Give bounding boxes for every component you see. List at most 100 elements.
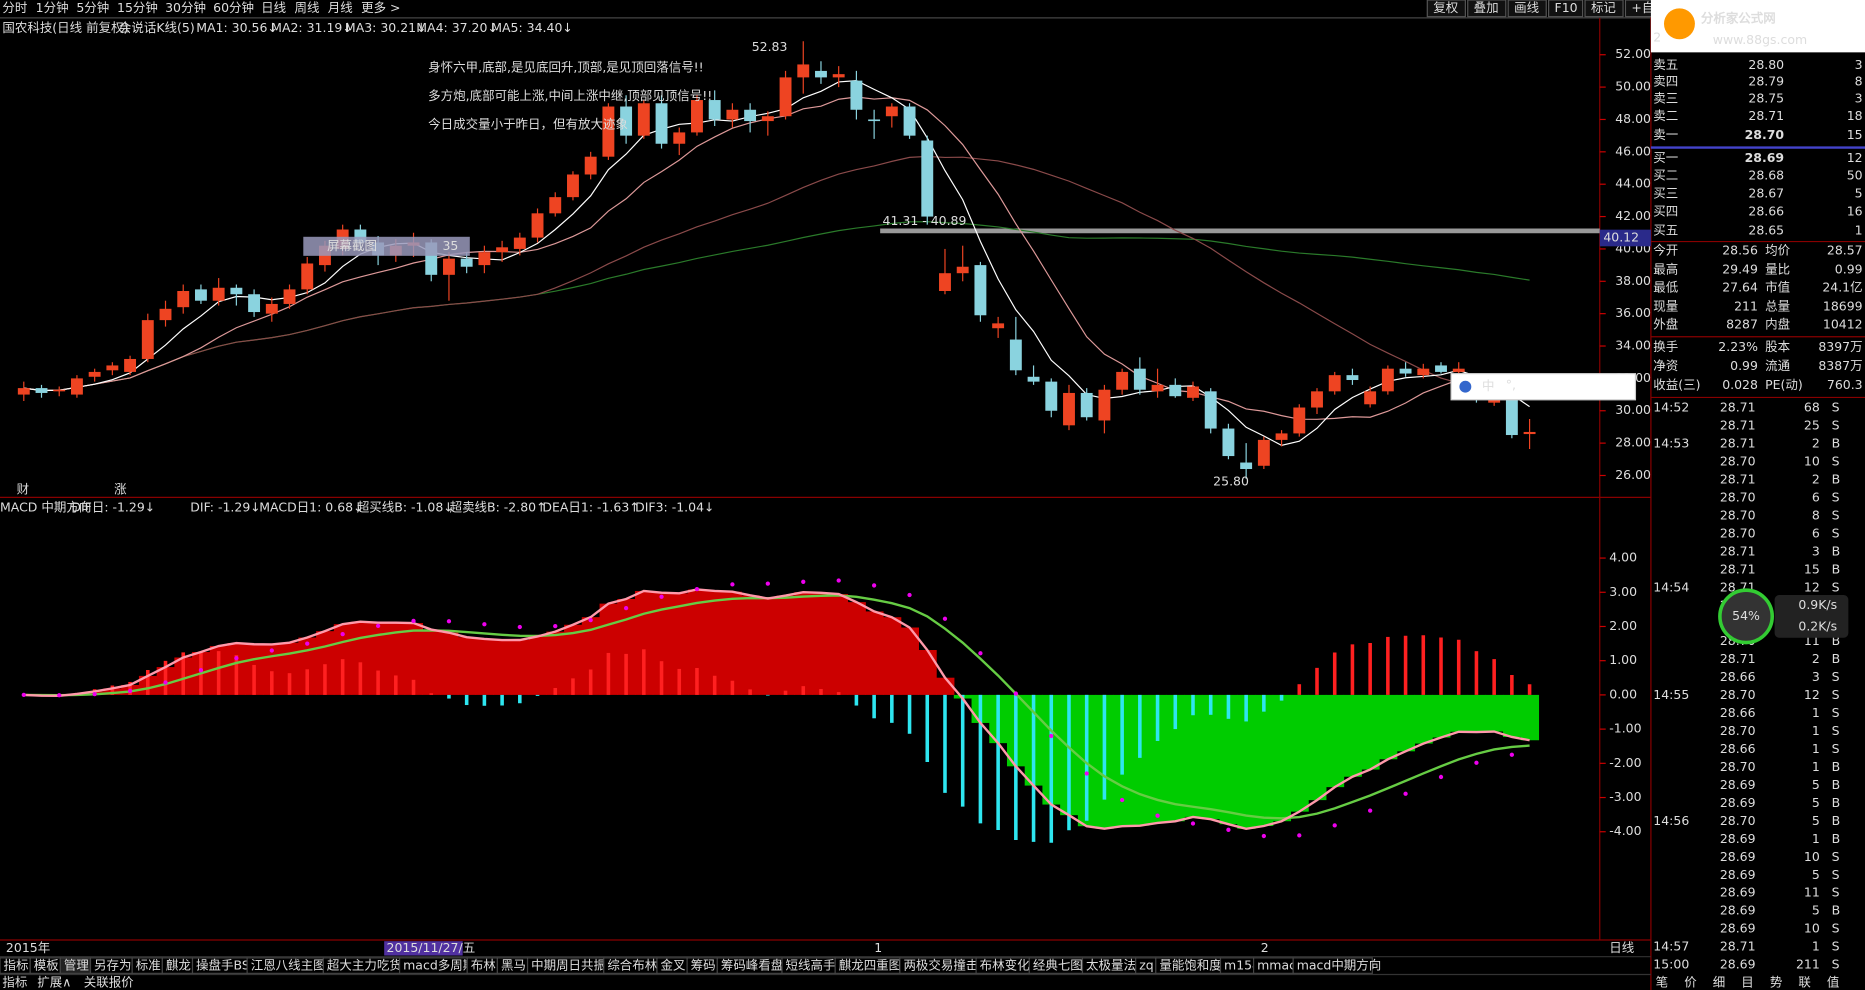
toolbar-button-label: 画线 [1514, 0, 1539, 15]
order-label: 买三 [1653, 185, 1678, 200]
macd-area [528, 636, 547, 695]
macd-area [564, 624, 583, 695]
ma-line [23, 80, 1530, 447]
order-price: 28.65 [1748, 222, 1784, 237]
toolbar-button[interactable] [1548, 0, 1584, 18]
candle-body [885, 106, 898, 117]
candle-body [425, 242, 438, 275]
price-tick-label: 38.00 [1615, 273, 1651, 288]
stat-value: 2.23% [1718, 339, 1758, 354]
order-price: 28.69 [1745, 150, 1784, 165]
net-speeds-bg [1774, 594, 1849, 638]
candle-body [1063, 392, 1075, 426]
order-label: 卖一 [1653, 127, 1678, 142]
toolbar-button[interactable] [1467, 0, 1507, 18]
macd-dot [57, 693, 62, 698]
candle-body [620, 106, 633, 136]
ime-toolbar[interactable] [1450, 373, 1637, 401]
annotation: 多方炮,底部可能上涨,中间上涨中继,顶部见顶信号!! [428, 88, 712, 103]
indicator-tab-label: 布林 [471, 958, 496, 973]
macd-dot [1474, 760, 1479, 765]
tick-price: 28.69 [1720, 849, 1756, 864]
annotation: 今日成交量小于昨日，但有放大迹象 [428, 116, 628, 131]
stock-name: 国农科技(日线 前复权) [2, 20, 128, 35]
stat-label: 最高 [1653, 262, 1678, 277]
macd-area [1449, 694, 1469, 732]
bottom-bar-item: 扩展∧ [37, 974, 71, 989]
candle-body [779, 77, 792, 117]
candle-body [584, 156, 597, 175]
candle-body [70, 378, 83, 395]
tick-side: S [1832, 921, 1840, 936]
stat-label: 收益(三) [1653, 377, 1700, 392]
macd-dot [269, 648, 274, 653]
tick-side: B [1832, 561, 1841, 576]
tick-side: S [1832, 849, 1840, 864]
tick-price: 28.66 [1720, 669, 1756, 684]
tick-volume: 12 [1804, 687, 1820, 702]
candle-body [478, 252, 491, 266]
stat-label: 外盘 [1653, 316, 1678, 331]
candle-body [1364, 391, 1377, 405]
indicator-tab[interactable] [1292, 957, 1373, 974]
macd-area [1184, 694, 1203, 817]
period-tab: 分时 [2, 0, 27, 15]
period-tab: 周线 [294, 0, 319, 15]
macd-tick-label: 0.00 [1609, 686, 1637, 701]
tick-price: 28.70 [1720, 759, 1756, 774]
toolbar-button-label: 复权 [1433, 0, 1458, 15]
tick-price: 28.69 [1720, 795, 1756, 810]
candle-body [868, 119, 881, 122]
macd-dot [1261, 833, 1266, 839]
candle-body [1452, 368, 1465, 372]
tick-side: S [1832, 957, 1840, 972]
stat-label: 最低 [1653, 279, 1678, 294]
date-cursor-box [384, 941, 463, 956]
macd-area [1485, 694, 1504, 732]
macd-area [1361, 694, 1380, 770]
date-label: 日线 [1609, 940, 1634, 955]
candle-body [1435, 365, 1447, 372]
macd-dot [765, 581, 770, 586]
panel-tab: 联 [1798, 974, 1811, 989]
macd-area [422, 629, 441, 695]
macd-dot [978, 651, 983, 656]
order-price: 28.68 [1748, 168, 1784, 183]
ma-label: MA2: 31.19↓ [271, 20, 353, 35]
tick-volume: 15 [1804, 561, 1820, 576]
indicator-tab-label: 综合布林 [607, 958, 657, 973]
stat-label: 换手 [1653, 339, 1678, 354]
indicator-name: 会说话K线(5) [119, 20, 195, 35]
candle-body [230, 287, 243, 295]
flag: 涨 [114, 482, 127, 497]
macd-area [812, 592, 831, 695]
candle-body [513, 237, 526, 249]
order-volume: 3 [1855, 90, 1863, 105]
stat-value: 24.1亿 [1822, 279, 1862, 294]
stat-label: 现量 [1653, 298, 1678, 313]
tick-volume: 11 [1804, 885, 1820, 900]
toolbar-button[interactable] [1426, 0, 1466, 18]
order-volume: 5 [1855, 185, 1863, 200]
order-price: 28.71 [1748, 108, 1784, 123]
toolbar-button[interactable] [1584, 0, 1624, 18]
candle-body [283, 289, 296, 304]
macd-area [369, 622, 388, 695]
candle-body [1045, 381, 1058, 411]
candle-body [1381, 368, 1394, 392]
candle-body [1133, 368, 1146, 390]
low-label: 25.80 [1213, 473, 1249, 488]
screenshot-box [303, 236, 470, 256]
period-tab: 月线 [328, 0, 353, 15]
macd-area [882, 617, 902, 695]
macd-area [1166, 694, 1185, 822]
stat-label: 均价 [1765, 243, 1790, 258]
tick-volume: 10 [1804, 921, 1820, 936]
candle-body [1346, 375, 1359, 381]
order-price: 28.75 [1748, 90, 1784, 105]
macd-header: DIF: -1.29↓ [190, 500, 260, 515]
tick-price: 28.69 [1720, 957, 1756, 972]
toolbar-button[interactable] [1507, 0, 1547, 18]
tick-time: 14:55 [1653, 687, 1689, 702]
indicator-tab-label: 江恩八线主图 [251, 958, 326, 973]
